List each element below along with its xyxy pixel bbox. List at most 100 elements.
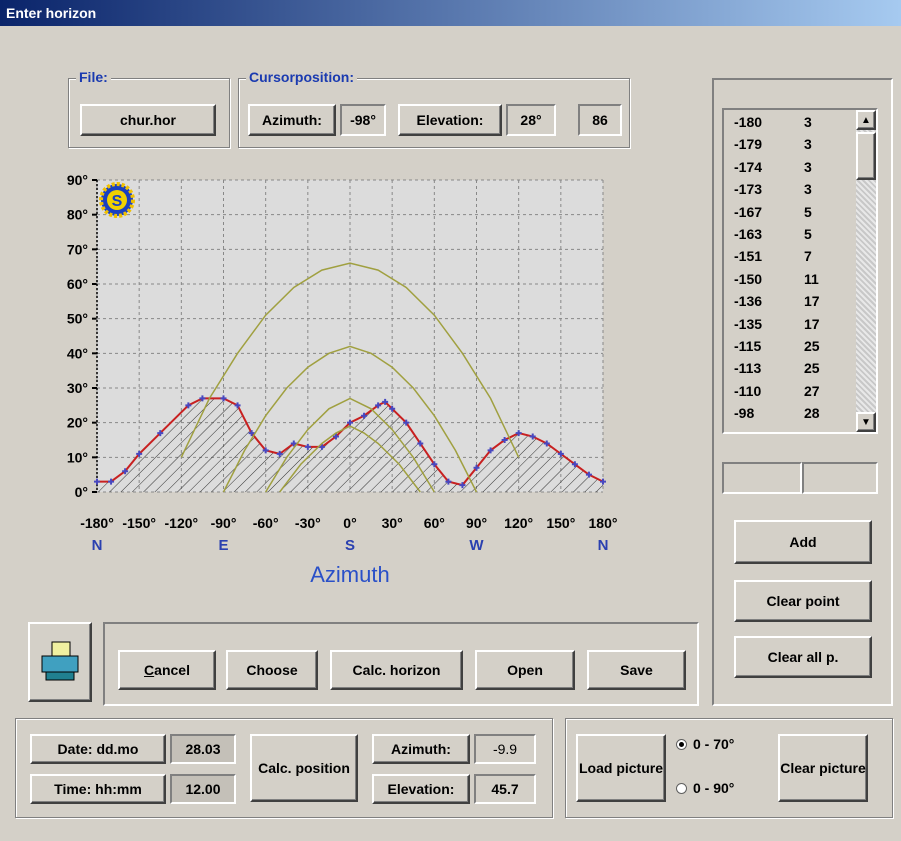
list-azimuth: -136 bbox=[734, 293, 763, 310]
list-elevation: 25 bbox=[804, 360, 820, 377]
point-list[interactable]: -180 3 -179 3 -174 3 -173 3 -167 5 -163 5 -151 7 -150 1… bbox=[722, 108, 878, 434]
horizon-point bbox=[445, 478, 452, 485]
horizon-point bbox=[318, 443, 325, 450]
sun-azimuth-field: -9.9 bbox=[474, 734, 536, 764]
calc-horizon-button[interactable]: Calc. horizon bbox=[330, 650, 463, 690]
radio-90-label: 0 - 90° bbox=[693, 780, 735, 796]
y-tick-label: 30° bbox=[67, 380, 88, 396]
y-tick-label: 60° bbox=[67, 276, 88, 292]
x-tick-label: -30° bbox=[295, 515, 321, 531]
sun-azimuth-label: Azimuth: bbox=[372, 734, 470, 764]
sun-icon: S bbox=[99, 182, 135, 218]
x-tick-label: 30° bbox=[382, 515, 403, 531]
list-azimuth: -180 bbox=[734, 114, 763, 130]
horizon-point bbox=[473, 464, 480, 471]
radio-70[interactable]: 0 - 70° bbox=[676, 736, 734, 752]
cursor-legend: Cursorposition: bbox=[246, 69, 357, 85]
list-elevation: 17 bbox=[804, 315, 820, 332]
cancel-button[interactable]: Cancel bbox=[118, 650, 216, 690]
scroll-up[interactable]: ▲ bbox=[856, 110, 876, 130]
time-field[interactable]: 12.00 bbox=[170, 774, 236, 804]
list-elevation: 27 bbox=[804, 382, 820, 399]
title-bar: Enter horizon bbox=[0, 0, 901, 26]
list-azimuth: -110 bbox=[734, 382, 762, 399]
value-field: 86 bbox=[578, 104, 622, 136]
list-azimuth: -113 bbox=[734, 360, 762, 377]
horizon-point bbox=[382, 398, 389, 405]
list-azimuth: -115 bbox=[734, 338, 762, 354]
list-elevation: 3 bbox=[804, 136, 812, 153]
sun-icon-label: S bbox=[112, 193, 123, 210]
print-button[interactable] bbox=[28, 622, 92, 702]
horizon-point bbox=[122, 468, 129, 475]
list-elevation: 5 bbox=[804, 203, 812, 220]
horizon-point bbox=[389, 405, 396, 412]
horizon-point bbox=[94, 478, 100, 485]
list-elevation: 25 bbox=[804, 338, 820, 354]
horizon-point bbox=[332, 433, 339, 440]
horizon-point bbox=[487, 447, 494, 454]
clear-point-button[interactable]: Clear point bbox=[734, 580, 872, 622]
file-button[interactable]: chur.hor bbox=[80, 104, 216, 136]
scroll-thumb[interactable] bbox=[856, 132, 876, 180]
clear-all-button[interactable]: Clear all p. bbox=[734, 636, 872, 678]
horizon-point bbox=[459, 482, 466, 489]
horizon-point bbox=[304, 443, 311, 450]
list-azimuth: -150 bbox=[734, 270, 763, 287]
direction-label: E bbox=[218, 537, 228, 554]
horizon-point bbox=[248, 430, 255, 437]
horizon-point bbox=[347, 419, 353, 426]
sun-elevation-label: Elevation: bbox=[372, 774, 470, 804]
elevation-label: Elevation: bbox=[398, 104, 502, 136]
save-button[interactable]: Save bbox=[587, 650, 686, 690]
x-axis-label: Azimuth bbox=[310, 562, 389, 587]
azimuth-field: -98° bbox=[340, 104, 386, 136]
horizon-chart[interactable]: 0°10°20°30°40°50°60°70°80°90°-180° -150° -… bbox=[0, 160, 710, 600]
list-elevation: 17 bbox=[804, 293, 820, 310]
load-picture-button[interactable]: Load picture bbox=[576, 734, 666, 802]
horizon-point bbox=[585, 471, 592, 478]
elevation-field: 28° bbox=[506, 104, 556, 136]
horizon-point bbox=[199, 395, 206, 402]
open-button[interactable]: Open bbox=[475, 650, 575, 690]
x-tick-label: 180° bbox=[589, 515, 618, 531]
horizon-point bbox=[431, 461, 438, 468]
radio-dot bbox=[676, 782, 687, 794]
scroll-down[interactable]: ▼ bbox=[856, 412, 876, 432]
x-tick-label: -60° bbox=[253, 515, 279, 531]
radio-90[interactable]: 0 - 90° bbox=[676, 780, 734, 796]
horizon-point bbox=[543, 440, 550, 447]
radio-dot bbox=[676, 738, 687, 750]
sun-icon-core bbox=[107, 190, 127, 210]
list-azimuth: -98 bbox=[734, 405, 755, 422]
x-tick-label: -90° bbox=[211, 515, 237, 531]
list-elevation: 3 bbox=[804, 158, 812, 175]
list-azimuth: -151 bbox=[734, 248, 763, 265]
x-tick-label: 120° bbox=[504, 515, 533, 531]
horizon-point bbox=[557, 450, 564, 457]
list-elevation: 7 bbox=[804, 248, 812, 265]
horizon-point bbox=[185, 402, 192, 409]
scrollbar[interactable]: ▲ ▼ bbox=[856, 110, 876, 432]
direction-label: S bbox=[345, 537, 355, 554]
cursor-group bbox=[238, 78, 630, 148]
choose-button[interactable]: Choose bbox=[226, 650, 318, 690]
calc-position-button[interactable]: Calc. position bbox=[250, 734, 358, 802]
list-elevation: 5 bbox=[804, 226, 812, 242]
y-tick-label: 70° bbox=[67, 241, 88, 257]
horizon-point bbox=[403, 419, 410, 426]
list-azimuth: -179 bbox=[734, 136, 763, 153]
clear-picture-button[interactable]: Clear picture bbox=[778, 734, 868, 802]
date-field[interactable]: 28.03 bbox=[170, 734, 236, 764]
horizon-point bbox=[571, 461, 578, 468]
horizon-point bbox=[375, 402, 382, 409]
sun-path bbox=[279, 425, 421, 493]
horizon-point bbox=[361, 412, 368, 419]
list-elevation: 11 bbox=[804, 270, 819, 287]
add-button[interactable]: Add bbox=[734, 520, 872, 564]
file-legend: File: bbox=[76, 69, 111, 85]
direction-label: N bbox=[92, 537, 103, 554]
picture-group bbox=[565, 718, 893, 818]
y-tick-label: 10° bbox=[67, 449, 88, 465]
